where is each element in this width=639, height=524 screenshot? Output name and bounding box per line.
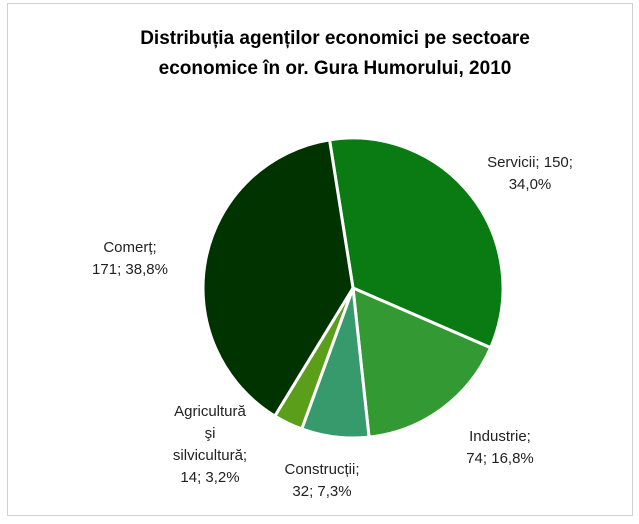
pie-slice [201,138,355,419]
chart-title: Distribuția agenților economici pe secto… [140,28,530,79]
data-label: Comerț; [103,239,156,256]
data-label: Servicii; 150; [487,154,573,171]
data-label: Industrie; [469,428,531,445]
data-label: 32; 7,3% [292,483,351,500]
pie-slice [351,285,493,439]
data-label: şi [205,425,216,442]
data-label: Construcții; [284,461,359,478]
data-label: 14; 3,2% [180,469,239,486]
data-label: 34,0% [509,176,552,193]
data-label: Agricultură [174,403,246,420]
data-label: 171; 38,8% [92,261,168,278]
chart-frame [7,3,633,516]
data-label: silvicultură; [173,447,247,464]
data-label: 74; 16,8% [466,450,534,467]
